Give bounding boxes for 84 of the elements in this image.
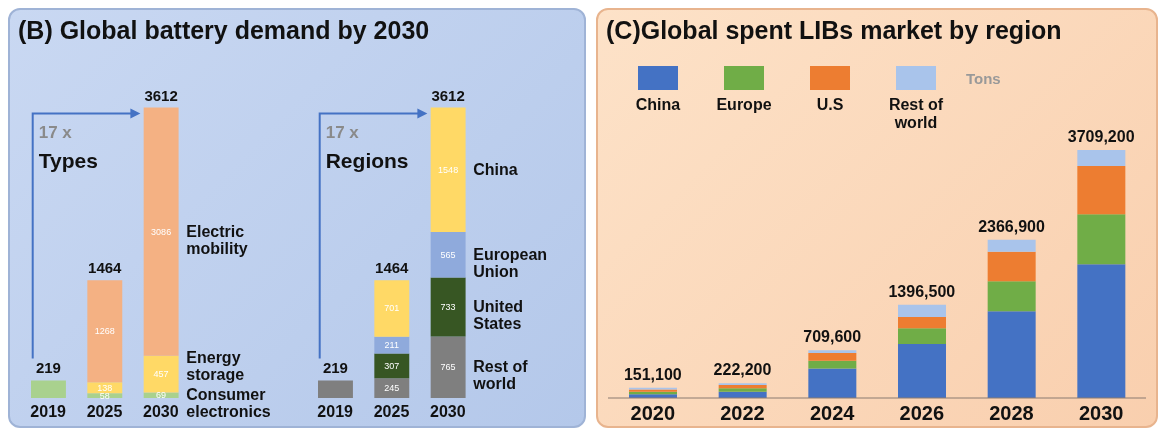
- bar: [1077, 264, 1126, 398]
- bar: [898, 316, 946, 329]
- bar: [987, 239, 1036, 252]
- bar: [987, 311, 1036, 398]
- annotation: 151,100: [623, 365, 682, 383]
- bar: [808, 360, 857, 369]
- bar: [808, 353, 857, 361]
- data-label: 245: [384, 383, 400, 394]
- data-label: 69: [156, 390, 167, 401]
- legend-label: China: [635, 96, 681, 114]
- bar: [1077, 214, 1126, 265]
- bar: [87, 280, 123, 383]
- bar: [374, 336, 410, 354]
- data-label: 765: [440, 362, 456, 373]
- bar: [430, 336, 466, 398]
- series-label: China: [473, 160, 518, 178]
- total-label: 219: [35, 359, 61, 377]
- total-label: 219: [322, 359, 348, 377]
- x-tick-label: 2024: [809, 402, 856, 425]
- legend-label: Rest of world: [887, 96, 945, 132]
- bar: [430, 277, 466, 337]
- legend-label: Europe: [716, 96, 772, 114]
- data-label: 457: [153, 369, 169, 380]
- bar: [987, 251, 1036, 282]
- data-label: 3086: [151, 226, 172, 237]
- annotation: 1396,500: [888, 282, 956, 300]
- annotation: 17 x: [38, 122, 73, 142]
- x-tick-label: 2025: [86, 403, 123, 421]
- x-tick-label: 2028: [989, 402, 1034, 425]
- bar: [1077, 149, 1126, 167]
- x-tick-label: 2019: [30, 403, 67, 421]
- bar: [143, 355, 179, 393]
- bar: [374, 378, 410, 398]
- data-label: 138: [97, 382, 113, 393]
- bar: [1077, 166, 1126, 215]
- series-label: European Union: [473, 245, 548, 280]
- total-label: 3612: [431, 86, 465, 104]
- annotation: 17 x: [325, 122, 360, 142]
- bar: [318, 380, 353, 398]
- bar: [808, 368, 857, 398]
- bar: [898, 343, 946, 398]
- data-label: 565: [440, 249, 456, 260]
- annotation: 3709,200: [1067, 127, 1135, 145]
- bar: [31, 380, 66, 398]
- total-label: 3612: [144, 86, 178, 104]
- x-tick-label: 2019: [317, 403, 354, 421]
- series-label: Energy storage: [186, 349, 245, 384]
- annotation: 2366,900: [978, 217, 1045, 235]
- data-label: 211: [384, 340, 399, 351]
- total-label: 1464: [88, 259, 123, 277]
- annotation: 222,200: [713, 361, 772, 379]
- x-tick-label: 2026: [899, 402, 945, 425]
- bar: [898, 304, 946, 317]
- annotation: Regions: [325, 148, 409, 172]
- data-label: 1268: [94, 326, 115, 337]
- data-label: 733: [440, 302, 456, 313]
- bar: [374, 353, 410, 379]
- bar: [374, 280, 410, 337]
- series-label: United States: [473, 298, 524, 333]
- x-tick-label: 2022: [720, 402, 765, 425]
- chart-title: (B) Global battery demand by 2030: [17, 15, 431, 46]
- annotation: 709,600: [803, 328, 862, 346]
- bar: [430, 232, 466, 278]
- data-label: 701: [384, 303, 400, 314]
- data-label: 1548: [438, 164, 459, 175]
- total-label: 1464: [375, 259, 410, 277]
- bar: [987, 281, 1036, 312]
- x-tick-label: 2030: [430, 403, 466, 421]
- bar: [143, 107, 179, 356]
- chart-title: (C)Global spent LIBs market by region: [605, 15, 1063, 46]
- series-label: Electric mobility: [186, 222, 248, 257]
- series-label: Rest of world: [472, 358, 529, 393]
- x-tick-label: 2020: [630, 402, 676, 425]
- bar: [898, 328, 946, 344]
- text: Tons: [966, 70, 1001, 87]
- legend-label: U.S: [816, 96, 844, 114]
- bar: [808, 350, 857, 354]
- x-tick-label: 2030: [1078, 402, 1124, 425]
- x-tick-label: 2030: [143, 403, 179, 421]
- data-label: 307: [384, 360, 400, 371]
- x-tick-label: 2025: [373, 403, 410, 421]
- bar: [430, 107, 466, 233]
- annotation: Types: [38, 148, 98, 172]
- series-label: Consumer electronics: [186, 386, 271, 421]
